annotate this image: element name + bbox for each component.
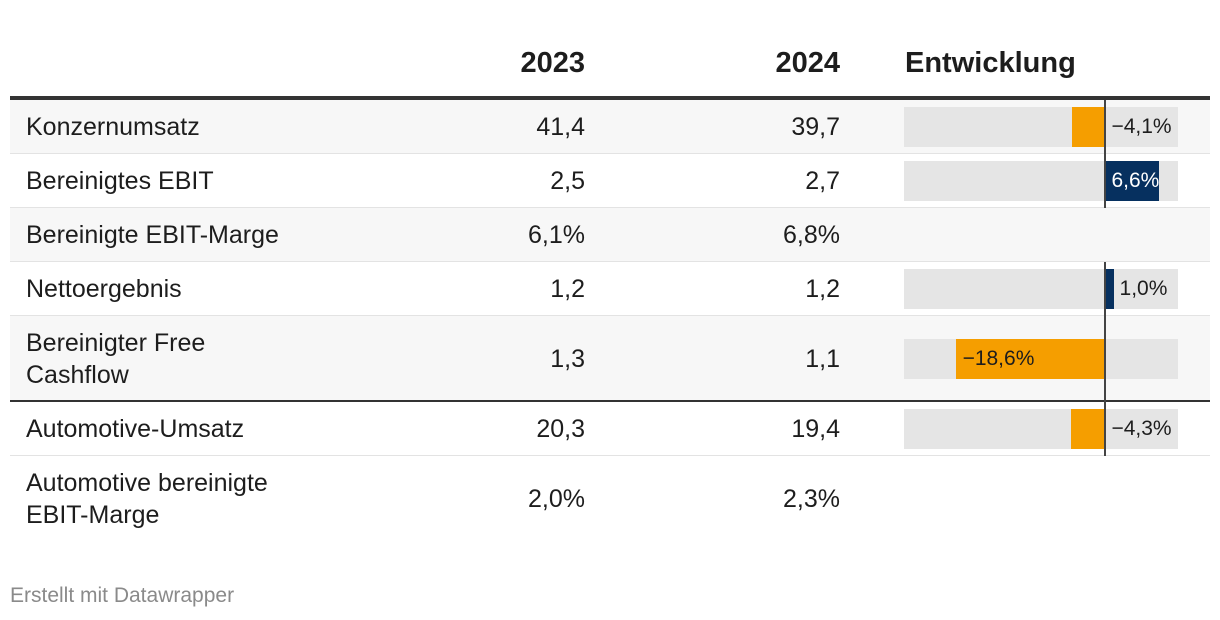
- zero-line: [1104, 316, 1107, 402]
- row-label: Bereinigtes EBIT: [26, 167, 214, 195]
- change-bar: [1070, 409, 1106, 449]
- value-2023: 2,0%: [528, 485, 585, 513]
- table-row: Bereinigtes EBIT 2,5 2,7 6,6%: [10, 154, 1210, 208]
- row-label: Nettoergebnis: [26, 275, 182, 303]
- change-bar-cell: −18,6%: [904, 316, 1178, 402]
- value-2023: 20,3: [536, 415, 585, 443]
- change-label: 6,6%: [1111, 169, 1160, 192]
- change-bar-cell: −4,3%: [904, 402, 1178, 456]
- change-label: −4,3%: [1111, 417, 1172, 440]
- change-label: −4,1%: [1111, 115, 1172, 138]
- row-label: Bereinigte EBIT-Marge: [26, 221, 279, 249]
- zero-line: [1104, 402, 1107, 456]
- change-bar-cell: 1,0%: [904, 262, 1178, 316]
- change-bar: [1105, 269, 1114, 309]
- change-bar: [955, 339, 1106, 379]
- value-2024: 19,4: [791, 415, 840, 443]
- table-row: Automotive-Umsatz 20,3 19,4 −4,3%: [10, 402, 1210, 456]
- zero-line: [1104, 154, 1107, 208]
- data-table: 2023 2024 Entwicklung Konzernumsatz 41,4…: [10, 30, 1210, 542]
- change-label: 1,0%: [1119, 277, 1168, 300]
- table-row: Bereinigter Free Cashflow 1,3 1,1 −18,6%: [10, 316, 1210, 402]
- value-2024: 2,3%: [783, 485, 840, 513]
- table-row: Automotive bereinigte EBIT-Marge 2,0% 2,…: [10, 456, 1210, 542]
- row-label: Bereinigter Free Cashflow: [26, 329, 206, 389]
- value-2024: 1,2: [805, 275, 840, 303]
- value-2023: 1,3: [550, 345, 585, 373]
- value-2024: 2,7: [805, 167, 840, 195]
- change-bar: [1105, 161, 1159, 201]
- value-2023: 6,1%: [528, 221, 585, 249]
- table-row: Nettoergebnis 1,2 1,2 1,0%: [10, 262, 1210, 316]
- value-2024: 6,8%: [783, 221, 840, 249]
- zero-line: [1104, 262, 1107, 316]
- row-label: Automotive-Umsatz: [26, 415, 245, 443]
- change-label: −18,6%: [962, 347, 1035, 370]
- zero-line: [1104, 100, 1107, 154]
- table-row: Konzernumsatz 41,4 39,7 −4,1%: [10, 100, 1210, 154]
- table-row: Bereinigte EBIT-Marge 6,1% 6,8%: [10, 208, 1210, 262]
- table-header: 2023 2024 Entwicklung: [10, 30, 1210, 100]
- column-header-entwicklung: Entwicklung: [905, 47, 1076, 79]
- value-2024: 39,7: [791, 113, 840, 141]
- value-2024: 1,1: [805, 345, 840, 373]
- change-bar-cell: −4,1%: [904, 100, 1178, 154]
- column-header-2023: 2023: [520, 47, 585, 79]
- row-label: Automotive bereinigte EBIT-Marge: [26, 469, 268, 529]
- value-2023: 41,4: [536, 113, 585, 141]
- change-bar: [1072, 107, 1106, 147]
- row-label: Konzernumsatz: [26, 113, 200, 141]
- column-header-2024: 2024: [775, 47, 840, 79]
- change-bar-cell: 6,6%: [904, 154, 1178, 208]
- value-2023: 1,2: [550, 275, 585, 303]
- datawrapper-credit: Erstellt mit Datawrapper: [10, 584, 235, 607]
- value-2023: 2,5: [550, 167, 585, 195]
